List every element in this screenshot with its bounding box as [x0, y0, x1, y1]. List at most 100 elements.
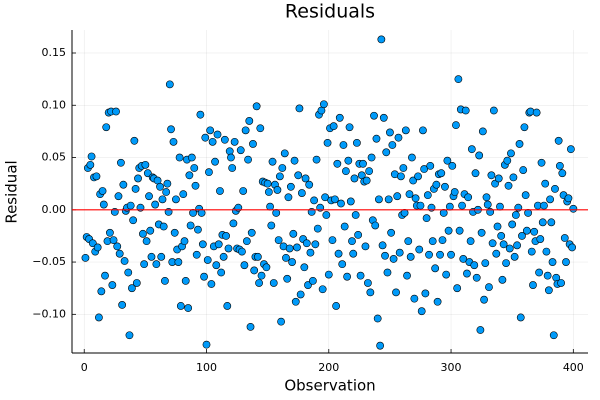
point [255, 279, 263, 287]
point [537, 158, 546, 167]
point [267, 221, 276, 230]
point [102, 123, 111, 132]
point [198, 240, 207, 249]
point [206, 126, 215, 135]
point [291, 297, 300, 306]
point [341, 167, 350, 176]
point [262, 263, 271, 272]
point [488, 239, 497, 248]
point [176, 302, 185, 310]
point [448, 161, 457, 170]
point [384, 195, 393, 204]
point [323, 138, 332, 147]
point [200, 272, 208, 281]
point [310, 196, 319, 205]
point [244, 155, 252, 164]
point [112, 107, 120, 116]
point [131, 184, 140, 193]
point [414, 172, 422, 181]
point [458, 201, 466, 210]
point [395, 248, 404, 257]
point [129, 216, 138, 225]
point [421, 289, 430, 298]
point [201, 133, 210, 142]
point [334, 249, 343, 258]
point [213, 130, 222, 139]
point [507, 149, 515, 158]
point [344, 156, 353, 165]
point [308, 276, 317, 285]
point [492, 249, 501, 258]
x-axis-label: Observation [284, 377, 375, 395]
point [367, 153, 376, 162]
point [373, 314, 382, 323]
point [88, 239, 97, 248]
point [548, 258, 557, 266]
point [207, 280, 216, 288]
point [118, 301, 127, 309]
point [130, 136, 139, 145]
point [394, 133, 403, 142]
point [245, 117, 254, 125]
point [450, 188, 459, 196]
point [214, 240, 223, 249]
point [426, 161, 435, 170]
point [294, 171, 303, 180]
point [289, 229, 298, 238]
point [115, 249, 124, 258]
point [544, 286, 553, 295]
point [147, 252, 156, 261]
point [442, 270, 451, 279]
point [321, 193, 330, 202]
point [312, 155, 321, 164]
point [388, 141, 397, 149]
point [364, 279, 372, 287]
point [146, 226, 155, 235]
point [447, 250, 455, 259]
point [189, 209, 197, 217]
point [370, 111, 378, 120]
point [219, 252, 228, 261]
point [558, 169, 567, 178]
point [509, 173, 518, 182]
point [459, 255, 468, 263]
point [361, 242, 370, 251]
point [139, 229, 147, 238]
point [191, 181, 200, 190]
point [95, 313, 103, 322]
point [532, 108, 541, 117]
point [505, 244, 514, 253]
point [205, 168, 213, 177]
point [419, 126, 427, 135]
point [247, 228, 256, 237]
point [296, 290, 305, 299]
point [330, 195, 339, 204]
point [217, 268, 226, 277]
point [172, 195, 180, 204]
point [192, 250, 201, 259]
point [274, 236, 283, 245]
point [400, 209, 409, 217]
point [286, 182, 295, 191]
point [478, 127, 487, 136]
x-tick-label: 200 [318, 361, 339, 374]
point [280, 149, 289, 158]
point [516, 313, 525, 322]
point [264, 188, 273, 196]
point [266, 202, 274, 211]
point [81, 253, 90, 262]
point [284, 193, 293, 202]
point [494, 174, 503, 183]
point [167, 125, 175, 134]
point [222, 232, 230, 240]
point [482, 193, 491, 202]
point [208, 137, 217, 146]
point [203, 256, 212, 264]
point [383, 268, 392, 277]
point [408, 153, 416, 162]
point [432, 180, 441, 189]
point [86, 160, 95, 169]
point [161, 276, 169, 285]
point [224, 244, 233, 253]
point [180, 237, 189, 246]
